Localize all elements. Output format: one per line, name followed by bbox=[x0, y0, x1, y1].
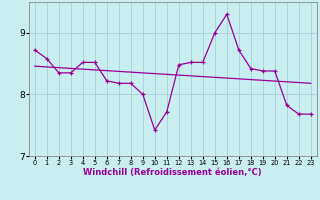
X-axis label: Windchill (Refroidissement éolien,°C): Windchill (Refroidissement éolien,°C) bbox=[84, 168, 262, 177]
